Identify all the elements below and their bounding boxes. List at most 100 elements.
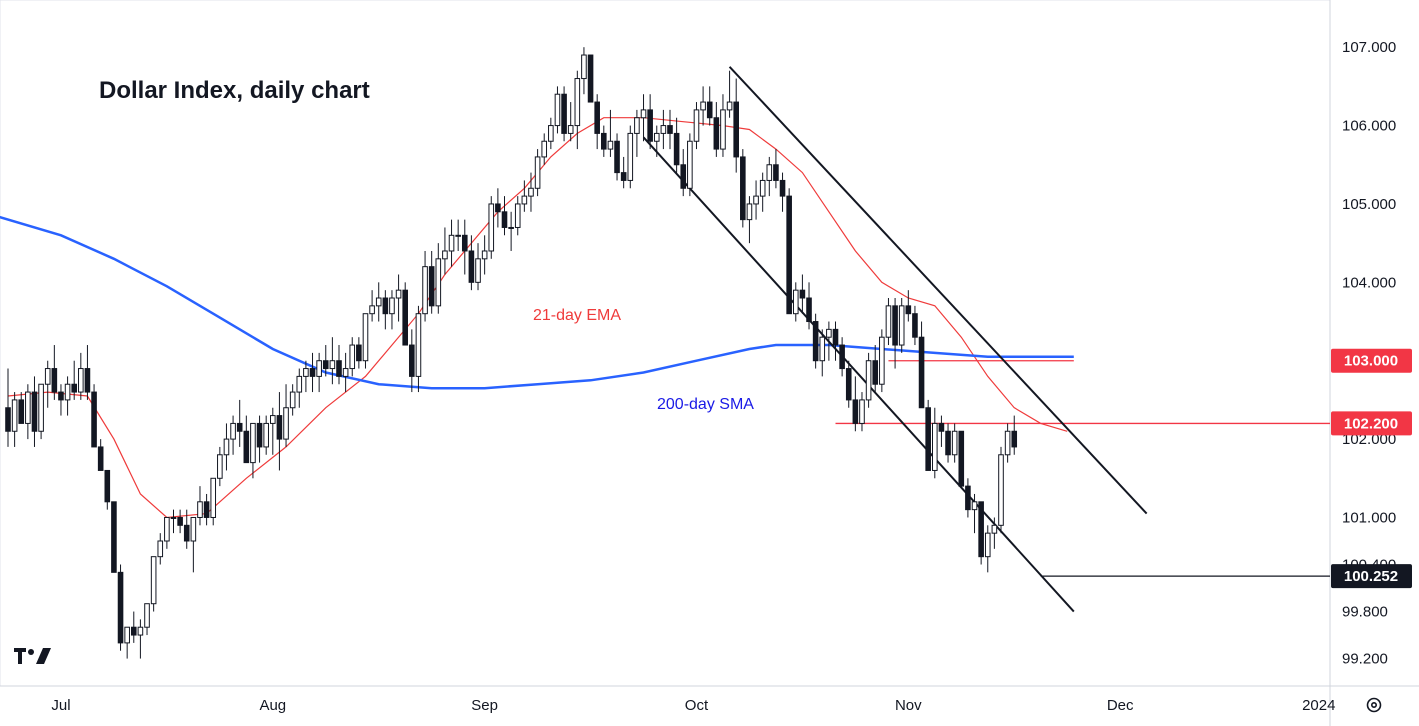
candle-body — [792, 289, 799, 315]
candle — [680, 149, 687, 197]
candle-body — [283, 407, 289, 440]
candle — [786, 188, 792, 315]
candle — [918, 321, 925, 409]
candle — [303, 360, 309, 393]
candle-body — [250, 422, 256, 464]
candle — [912, 305, 918, 346]
candle-body — [276, 415, 283, 440]
candle-body — [607, 140, 614, 150]
candle — [528, 172, 534, 212]
candle-body — [475, 258, 481, 283]
y-tick-label: 99.800 — [1342, 604, 1388, 621]
candle — [481, 235, 488, 275]
candle-body — [991, 524, 998, 534]
candle — [534, 149, 541, 197]
candle-body — [667, 125, 673, 134]
candle-body — [879, 336, 885, 385]
price-tag-label: 102.200 — [1344, 415, 1398, 432]
candle — [740, 149, 746, 228]
candle-body — [806, 297, 812, 323]
candle — [177, 509, 183, 534]
candle-body — [541, 140, 548, 158]
candle-body — [223, 438, 230, 456]
candle — [250, 422, 256, 479]
candle — [905, 290, 912, 322]
candle — [91, 384, 97, 448]
candle-body — [521, 195, 528, 205]
candle-body — [660, 125, 667, 134]
candle-body — [548, 125, 554, 142]
candle-body — [508, 226, 514, 229]
candle — [18, 392, 25, 424]
candle-body — [759, 179, 766, 197]
candle-body — [574, 78, 581, 127]
candle-body — [885, 305, 892, 338]
candle — [203, 493, 210, 526]
candle — [567, 102, 574, 142]
candle-body — [375, 297, 382, 307]
candle-body — [720, 109, 726, 150]
candle — [217, 446, 223, 487]
candle-body — [256, 422, 263, 448]
candle-body — [786, 195, 792, 315]
candle — [984, 525, 991, 573]
candle-body — [753, 195, 759, 205]
candle-body — [18, 399, 25, 424]
candle-body — [978, 501, 984, 558]
candle-body — [1004, 430, 1011, 456]
candle — [660, 109, 667, 150]
candle-body — [362, 313, 369, 362]
candle — [375, 282, 382, 322]
candle — [256, 415, 263, 463]
candle-body — [832, 328, 839, 346]
candle-body — [958, 430, 965, 487]
candle — [839, 337, 845, 377]
candle — [422, 250, 428, 322]
candle — [230, 415, 236, 455]
candle-body — [839, 344, 845, 370]
x-tick-label: Sep — [471, 697, 498, 714]
candle-body — [673, 132, 680, 166]
candle-body — [740, 156, 746, 221]
candle-body — [998, 454, 1004, 526]
candle — [653, 125, 660, 157]
candle — [243, 415, 250, 464]
candle-body — [653, 132, 660, 142]
candle-body — [336, 360, 342, 377]
candle — [38, 383, 44, 440]
candle — [349, 337, 356, 377]
candle — [700, 86, 706, 126]
candle — [859, 392, 865, 432]
x-tick-label: 2024 — [1302, 697, 1335, 714]
candle-body — [11, 399, 18, 432]
candle — [31, 376, 38, 447]
candle — [521, 180, 528, 212]
candle-body — [117, 571, 124, 644]
candle-body — [170, 516, 177, 519]
candle-body — [203, 501, 210, 518]
candle-body — [773, 164, 779, 181]
candle — [44, 360, 51, 408]
candle — [475, 243, 481, 291]
candle-body — [342, 368, 349, 377]
candle — [468, 235, 475, 291]
candle — [501, 196, 508, 236]
candle — [720, 94, 726, 157]
candle-body — [415, 313, 422, 377]
candle — [687, 133, 693, 197]
candle-body — [912, 313, 918, 338]
candle — [329, 337, 336, 385]
candle-body — [859, 399, 865, 424]
settings-icon[interactable] — [1366, 697, 1382, 713]
candle-body — [31, 391, 38, 432]
candle-body — [488, 203, 495, 252]
candle-body — [455, 234, 461, 237]
sma-annotation: 200-day SMA — [657, 396, 754, 413]
candle-body — [495, 203, 501, 213]
candle-body — [693, 109, 700, 142]
candle-body — [938, 422, 945, 432]
candle — [362, 313, 369, 369]
candle — [289, 384, 296, 416]
candle — [508, 211, 514, 251]
candle — [322, 345, 329, 377]
